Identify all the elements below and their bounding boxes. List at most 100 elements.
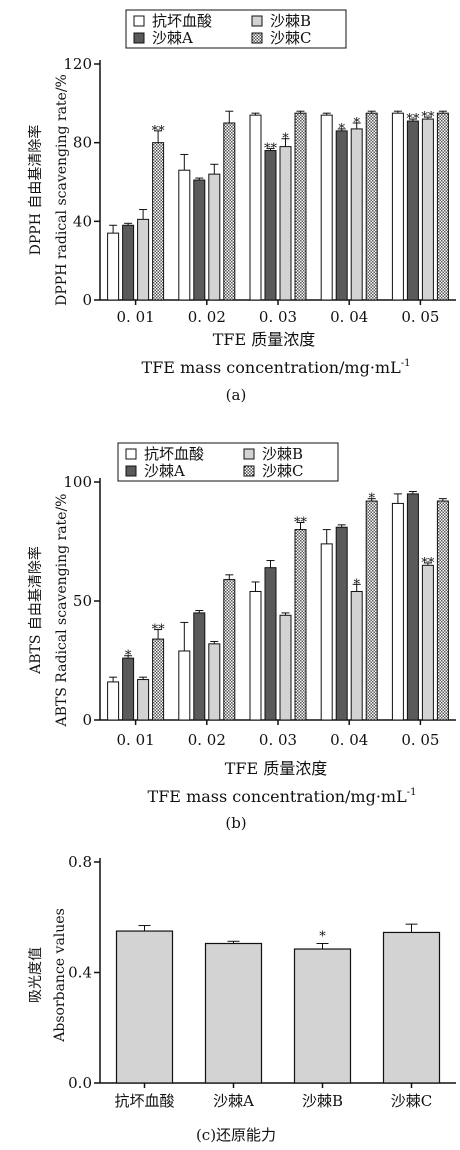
chart-b-significance-label: ** [152, 623, 166, 638]
chart-a-bar [350, 128, 363, 301]
chart-a-bar [178, 169, 191, 301]
chart-b-bar [320, 543, 333, 721]
chart-b-xtick-label: 0. 05 [401, 731, 439, 749]
chart-b-legend-swatch [243, 465, 255, 477]
chart-a-legend-swatch [251, 32, 263, 44]
chart-c-ytick-label: 0.4 [68, 964, 92, 982]
chart-c-xtick-label: 抗坏血酸 [114, 1092, 174, 1110]
chart-a-ytick-label: 120 [63, 55, 92, 73]
chart-b-legend-label: 沙棘B [262, 445, 303, 463]
chart-b-bar [107, 681, 120, 721]
chart-a-bar [152, 142, 165, 301]
chart-a-caption: (a) [226, 386, 247, 404]
chart-a-bar [279, 146, 292, 301]
chart-b-xlabel-cn: TFE 质量浓度 [225, 759, 328, 778]
chart-b-bar [406, 493, 419, 721]
chart-b-significance-label: * [353, 577, 360, 592]
chart-b-xtick-label: 0. 03 [259, 731, 297, 749]
chart-a-significance-label: ** [152, 124, 166, 139]
chart-a-bar [223, 122, 236, 301]
chart-a-bar [421, 118, 434, 301]
chart-a-bar [320, 114, 333, 301]
chart-a-legend-label: 沙棘B [270, 12, 311, 30]
chart-a-bar [436, 112, 449, 301]
chart-a-ylabel-en: DPPH radical scavenging rate/% [54, 74, 70, 306]
chart-a-significance-label: * [282, 132, 289, 147]
chart-b-ytick-label: 100 [63, 473, 92, 491]
chart-c-caption: (c)还原能力 [196, 1126, 276, 1144]
chart-c-bar [382, 931, 441, 1084]
chart-b-legend-label: 沙棘A [144, 462, 185, 480]
chart-b-xtick-label: 0. 01 [117, 731, 155, 749]
chart-b-bar [279, 614, 292, 721]
chart-a-ytick-label: 80 [73, 134, 92, 152]
chart-c-ytick-label: 0.8 [68, 853, 92, 871]
chart-b-xlabel-en: TFE mass concentration/mg·mL-1 [148, 787, 417, 806]
chart-b-bar [294, 529, 307, 721]
chart-a-legend-swatch [133, 32, 145, 44]
chart-b-bar [249, 590, 262, 721]
chart-a-bar [137, 218, 150, 301]
chart-a-xtick-label: 0. 02 [188, 308, 226, 326]
chart-c-significance-label: * [319, 929, 326, 944]
chart-c-bar [293, 948, 352, 1084]
chart-b-bar [365, 500, 378, 721]
chart-a-bar [107, 232, 120, 301]
chart-b-bar [208, 643, 221, 721]
chart-a-xtick-label: 0. 03 [259, 308, 297, 326]
chart-b-bar [178, 650, 191, 721]
chart-b-ylabel-cn: ABTS 自由基清除率 [27, 546, 44, 675]
chart-b-legend-swatch [125, 465, 137, 477]
chart-a-ylabel-cn: DPPH 自由基清除率 [27, 125, 44, 256]
chart-b-bar [264, 567, 277, 721]
chart-c-bar [115, 930, 174, 1084]
chart-a-bar [193, 179, 206, 301]
chart-b-xlabel-en-main: TFE mass concentration/mg·mL [148, 787, 408, 806]
chart-a-legend-label: 沙棘A [152, 29, 193, 47]
chart-b-bar [421, 564, 434, 721]
chart-b-legend-swatch [125, 448, 137, 460]
chart-b-xtick-label: 0. 02 [188, 731, 226, 749]
chart-a-xlabel-en-main: TFE mass concentration/mg·mL [142, 358, 402, 377]
chart-b-bar [436, 500, 449, 721]
chart-c-xtick-label: 沙棘A [213, 1092, 254, 1110]
chart-c-ylabel-en: Absorbance values [52, 908, 68, 1043]
chart-a-bar [406, 120, 419, 301]
chart-a-bar [122, 224, 135, 301]
chart-a-bar [294, 112, 307, 301]
chart-a-xlabel-sup: -1 [401, 358, 411, 369]
chart-b-bar [335, 526, 348, 721]
chart-a-ytick-label: 0 [82, 291, 92, 309]
chart-b-bar [152, 638, 165, 721]
chart-a-bar [365, 112, 378, 301]
chart-b-significance-label: ** [421, 556, 435, 571]
chart-a-xtick-label: 0. 04 [330, 308, 368, 326]
chart-b-significance-label: ** [294, 515, 308, 530]
chart-a-bar [264, 150, 277, 301]
chart-a-significance-label: ** [264, 142, 278, 157]
chart-a-significance-label: * [353, 116, 360, 131]
chart-a-bar [249, 114, 262, 301]
chart-a-legend-swatch [251, 15, 263, 27]
chart-b-bar [137, 679, 150, 721]
chart-b-bar [122, 657, 135, 721]
chart-a-bar [391, 112, 404, 301]
chart-a-xtick-label: 0. 05 [401, 308, 439, 326]
chart-b-legend-label: 沙棘C [262, 462, 303, 480]
chart-c-xtick-label: 沙棘C [391, 1092, 432, 1110]
chart-b-bar [391, 502, 404, 721]
chart-c-bar [204, 942, 263, 1084]
chart-a-significance-label: ** [406, 112, 420, 127]
chart-b-significance-label: * [125, 649, 132, 664]
chart-a-legend-swatch [133, 15, 145, 27]
chart-a-legend-label: 沙棘C [270, 29, 311, 47]
chart-a-bar [208, 173, 221, 301]
chart-a-xlabel-en: TFE mass concentration/mg·mL-1 [142, 358, 411, 377]
chart-b-caption: (b) [225, 814, 246, 832]
chart-a-bar [335, 130, 348, 301]
chart-b-ylabel-en: ABTS Radical scavenging rate/% [54, 494, 70, 728]
chart-b-ytick-label: 50 [73, 592, 92, 610]
chart-a-ytick-label: 40 [73, 212, 92, 230]
chart-a-significance-label: ** [421, 110, 435, 125]
